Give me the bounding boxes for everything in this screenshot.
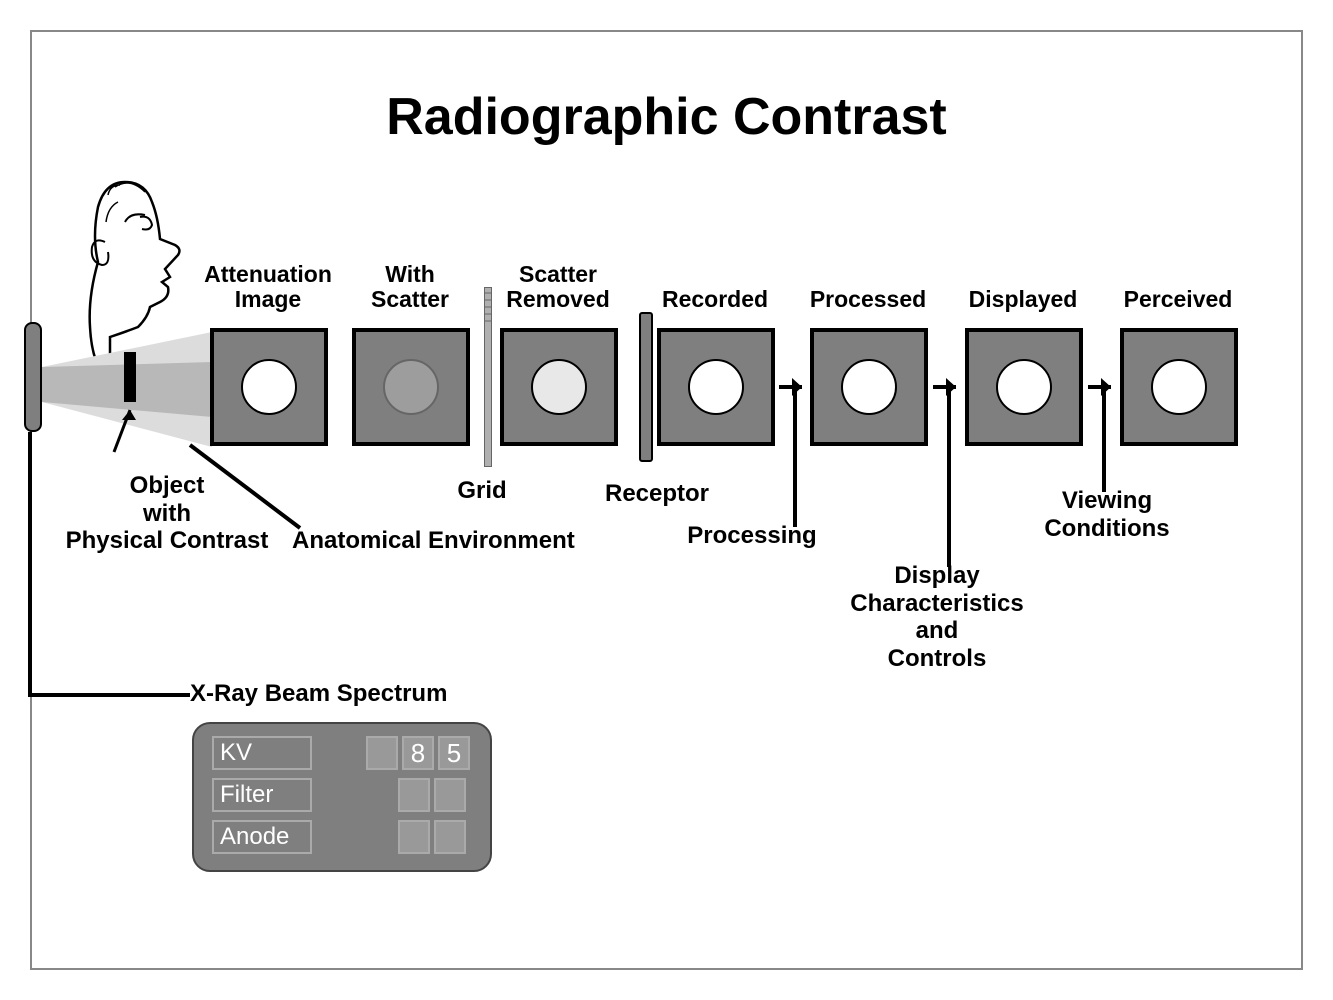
panel-cell: 5: [438, 736, 470, 770]
display-line: [944, 387, 954, 567]
xray-spectrum-line: [28, 432, 190, 697]
panel-row-label: Anode: [212, 820, 312, 854]
panel-cell: [398, 778, 430, 812]
xray-source: [24, 322, 42, 432]
label-viewing: ViewingConditions: [1022, 487, 1192, 542]
stage-box: [965, 328, 1083, 446]
panel-cell: 8: [402, 736, 434, 770]
stage-label: Processed: [788, 287, 948, 312]
stage-label: ScatterRemoved: [478, 262, 638, 313]
stage-box: [810, 328, 928, 446]
panel-row-label: KV: [212, 736, 312, 770]
stage-box: [352, 328, 470, 446]
control-panel: KV 85 Filter Anode: [192, 722, 492, 872]
stage-label: AttenuationImage: [188, 262, 348, 313]
label-anatomical: Anatomical Environment: [292, 527, 622, 555]
stage-circle: [688, 359, 744, 415]
stage-label: WithScatter: [330, 262, 490, 313]
stage-label: Recorded: [635, 287, 795, 312]
stage-box: [210, 328, 328, 446]
processing-line: [790, 387, 800, 527]
diagram-frame: Radiographic Contrast AttenuationImag: [30, 30, 1303, 970]
receptor-bar: [639, 312, 653, 462]
panel-cell: [366, 736, 398, 770]
grid-bar: [484, 287, 492, 467]
anatomical-line: [180, 440, 310, 535]
stage-circle: [996, 359, 1052, 415]
panel-cell: [434, 820, 466, 854]
stage-label: Displayed: [943, 287, 1103, 312]
panel-row-label: Filter: [212, 778, 312, 812]
object-block: [124, 352, 136, 402]
stage-box: [1120, 328, 1238, 446]
stage-circle: [1151, 359, 1207, 415]
label-receptor: Receptor: [587, 480, 727, 508]
label-xray: X-Ray Beam Spectrum: [190, 680, 510, 708]
stage-circle: [531, 359, 587, 415]
stage-box: [657, 328, 775, 446]
panel-row: KV 85: [212, 736, 472, 770]
stage-circle: [841, 359, 897, 415]
panel-row: Filter: [212, 778, 472, 812]
label-processing: Processing: [672, 522, 832, 550]
label-grid: Grid: [437, 477, 527, 505]
viewing-line: [1099, 387, 1109, 492]
panel-cell: [434, 778, 466, 812]
stage-circle: [383, 359, 439, 415]
stage-circle: [241, 359, 297, 415]
label-display: DisplayCharacteristicsandControls: [832, 562, 1042, 672]
stage-box: [500, 328, 618, 446]
stage-label: Perceived: [1098, 287, 1258, 312]
panel-row: Anode: [212, 820, 472, 854]
page-title: Radiographic Contrast: [386, 87, 947, 147]
panel-cell: [398, 820, 430, 854]
